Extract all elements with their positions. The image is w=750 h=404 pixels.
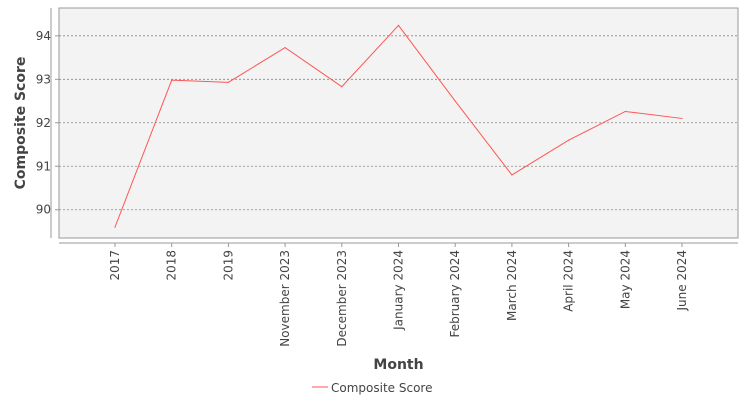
data-point (454, 100, 456, 102)
data-point (284, 46, 286, 49)
x-tick-label: 2018 (165, 250, 179, 281)
legend-label: Composite Score (331, 381, 432, 395)
x-tick-label: April 2024 (562, 250, 576, 312)
data-point (114, 226, 116, 228)
data-point (568, 139, 570, 141)
data-point (397, 24, 400, 26)
x-tick-labels: 2017 2018 2019 November 2023 December 2023 Ja… (108, 250, 689, 347)
y-tick-labels: 90 91 92 93 94 (36, 29, 51, 217)
x-tick-label: February 2024 (448, 250, 462, 338)
x-axis-label: Month (373, 357, 423, 373)
y-tick-label: 94 (36, 29, 51, 43)
y-tick-label: 91 (36, 159, 51, 173)
y-axis-label: Composite Score (13, 57, 29, 190)
x-tick-label: May 2024 (618, 250, 632, 309)
y-tick-label: 90 (36, 203, 51, 217)
y-tick-label: 92 (36, 116, 51, 130)
data-point (624, 110, 626, 113)
legend: Composite Score (312, 381, 432, 395)
data-point (341, 86, 343, 88)
x-tick-label: 2017 (108, 250, 122, 281)
data-point (681, 117, 683, 120)
gridlines (59, 35, 738, 211)
x-tick-label: March 2024 (505, 250, 519, 321)
x-tick-label: 2019 (221, 250, 235, 281)
data-point (171, 79, 173, 81)
x-tick-label: December 2023 (335, 250, 349, 347)
series-lines (114, 24, 683, 228)
x-tick-label: November 2023 (278, 250, 292, 347)
y-tick-label: 93 (36, 72, 51, 86)
x-tick-label: June 2024 (675, 250, 689, 312)
data-point (227, 81, 229, 83)
data-point (511, 174, 513, 176)
axes (50, 8, 738, 247)
x-tick-label: January 2024 (392, 250, 406, 331)
